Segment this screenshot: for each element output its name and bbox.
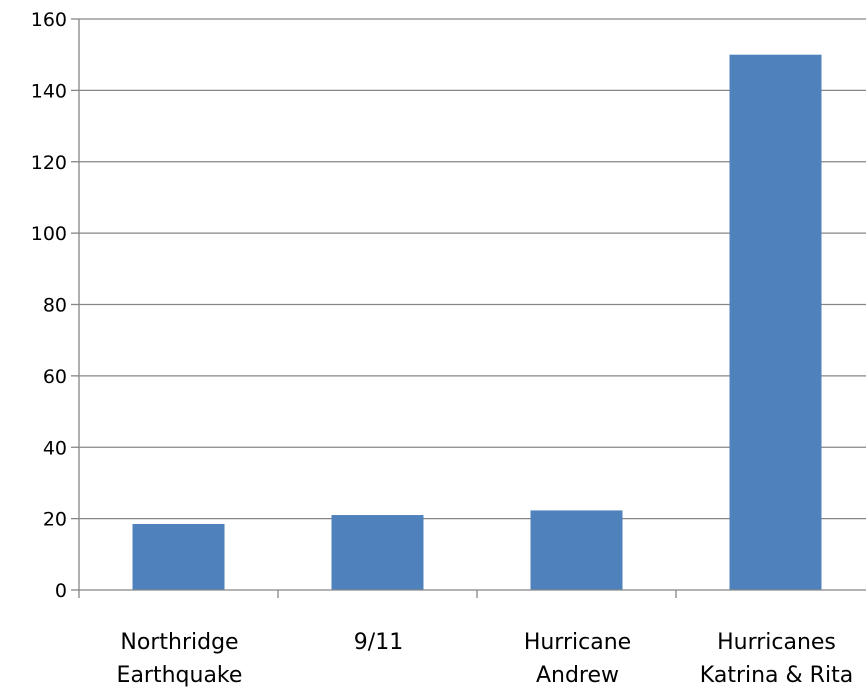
axes bbox=[71, 18, 866, 598]
x-category-label-line: Andrew bbox=[536, 663, 619, 688]
y-tick-label: 0 bbox=[55, 580, 67, 602]
bars bbox=[132, 54, 822, 590]
y-tick-labels: 0 20 40 60 80 100 120 140 160 bbox=[31, 9, 67, 602]
x-category-label-line: Hurricanes bbox=[717, 630, 836, 655]
y-tick-label: 120 bbox=[31, 152, 67, 174]
y-tick-label: 140 bbox=[31, 80, 67, 102]
x-category-label-line: Hurricane bbox=[524, 630, 631, 655]
x-category-label: Northridge Earthquake bbox=[117, 630, 243, 688]
bar-1 bbox=[331, 515, 424, 590]
y-tick-label: 60 bbox=[43, 366, 67, 388]
y-tick-label: 20 bbox=[43, 509, 67, 531]
x-category-label: 9/11 bbox=[354, 630, 403, 655]
x-category-label-line: Katrina & Rita bbox=[700, 663, 853, 688]
bar-0 bbox=[132, 523, 225, 590]
x-category-label-line: Earthquake bbox=[117, 663, 243, 688]
gridlines bbox=[79, 18, 866, 520]
x-category-label-line: Northridge bbox=[120, 630, 238, 655]
bar-3 bbox=[729, 54, 822, 590]
y-tick-label: 80 bbox=[43, 295, 67, 317]
x-category-label: Hurricane Andrew bbox=[524, 630, 631, 688]
bar-2 bbox=[530, 510, 623, 590]
y-tick-label: 40 bbox=[43, 437, 67, 459]
y-tick-label: 100 bbox=[31, 223, 67, 245]
x-category-label: Hurricanes Katrina & Rita bbox=[700, 630, 853, 688]
y-tick-label: 160 bbox=[31, 9, 67, 31]
x-category-label-line: 9/11 bbox=[354, 630, 403, 655]
